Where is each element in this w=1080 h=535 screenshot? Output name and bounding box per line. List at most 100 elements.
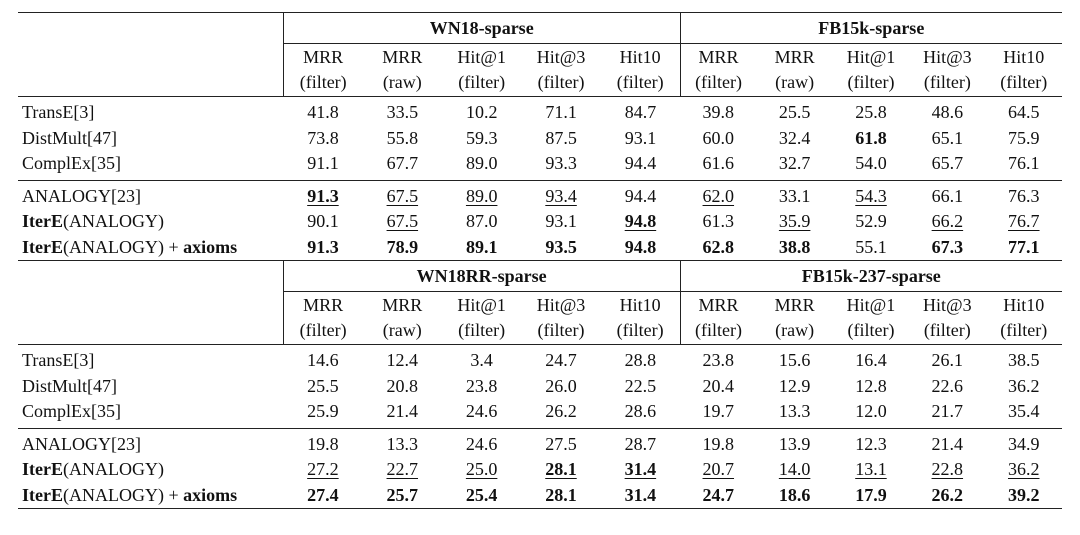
value-cell: 25.9	[283, 399, 363, 429]
value-cell: 66.1	[909, 180, 985, 209]
value-cell: 90.1	[283, 209, 362, 235]
metric-label-line: (filter)	[847, 320, 895, 340]
value-cell: 25.0	[442, 457, 521, 483]
value-text: 62.0	[702, 185, 735, 206]
value-cell: 31.4	[601, 483, 680, 509]
value-cell: 87.5	[521, 126, 600, 152]
row-name: ANALOGY[23]	[18, 180, 283, 209]
value-text: 62.8	[702, 236, 735, 257]
group-header: FB15k-237-sparse	[679, 261, 1062, 292]
value-cell: 26.2	[521, 399, 601, 429]
value-cell: 19.8	[680, 428, 756, 457]
value-text: 91.3	[307, 185, 339, 206]
name-part: ANALOGY[23]	[22, 433, 141, 454]
value-cell: 12.8	[833, 374, 909, 400]
name-part: ComplEx[35]	[22, 401, 121, 422]
metric-header: Hit10 (filter)	[600, 291, 681, 345]
value-text: 24.7	[545, 350, 577, 371]
value-text: 3.4	[470, 350, 493, 371]
value-cell: 36.2	[985, 457, 1062, 483]
table-row: ANALOGY[23] 19.8 13.3 24.6 27.5 28.7 19.8 13.9 1…	[18, 428, 1062, 457]
value-text: 26.0	[545, 375, 577, 396]
group-header: FB15k-sparse	[679, 12, 1062, 44]
metric-header: MRR (filter)	[282, 43, 363, 97]
group-header: WN18-sparse	[282, 12, 681, 44]
metric-label-line: (filter)	[458, 72, 506, 92]
value-text: 12.3	[855, 433, 887, 454]
value-cell: 25.8	[833, 97, 909, 126]
metric-header: MRR (raw)	[756, 291, 833, 345]
metric-label-line: MRR	[303, 295, 344, 315]
value-cell: 12.3	[833, 428, 909, 457]
value-text: 36.2	[1007, 459, 1040, 480]
name-part: (ANALOGY)	[62, 211, 164, 232]
value-text: 93.3	[545, 153, 577, 174]
metric-label-line: (filter)	[537, 320, 585, 340]
value-text: 28.7	[624, 433, 657, 454]
table-row: TransE[3] 14.6 12.4 3.4 24.7 28.8 23.8 15.6 16.4…	[18, 345, 1062, 374]
value-cell: 28.1	[521, 457, 600, 483]
value-text: 24.6	[465, 433, 498, 454]
value-text: 19.8	[307, 433, 339, 454]
value-cell: 48.6	[909, 97, 985, 126]
value-text: 55.8	[386, 127, 419, 148]
table-row: IterE(ANALOGY) 90.1 67.5 87.0 93.1 94.8 61.3 35…	[18, 209, 1062, 235]
value-cell: 13.1	[833, 457, 909, 483]
value-text: 23.8	[465, 375, 498, 396]
table-row: ComplEx[35] 91.1 67.7 89.0 93.3 94.4 61.6 32.7 5…	[18, 151, 1062, 181]
metric-label-line: (filter)	[537, 72, 585, 92]
metric-label-line: Hit@1	[457, 295, 506, 315]
name-part: DistMult[47]	[22, 375, 118, 396]
value-text: 28.6	[624, 401, 657, 422]
value-cell: 67.3	[909, 235, 985, 261]
corner-cell	[18, 261, 283, 292]
value-cell: 13.3	[363, 428, 442, 457]
value-cell: 67.5	[363, 209, 442, 235]
table-row: DistMult[47] 73.8 55.8 59.3 87.5 93.1 60.0 32.4…	[18, 126, 1062, 152]
value-cell: 77.1	[986, 235, 1062, 261]
value-text: 94.4	[624, 153, 657, 174]
value-cell: 91.3	[283, 235, 362, 261]
value-cell: 20.4	[680, 374, 756, 400]
metric-label-line: (filter)	[616, 320, 664, 340]
value-text: 89.1	[465, 236, 498, 257]
value-text: 22.8	[931, 459, 964, 480]
value-cell: 38.8	[756, 235, 832, 261]
value-cell: 25.5	[283, 374, 362, 400]
value-text: 14.0	[778, 459, 811, 480]
value-cell: 14.6	[283, 345, 362, 374]
value-text: 17.9	[855, 484, 887, 505]
value-cell: 13.9	[756, 428, 832, 457]
value-cell: 24.6	[442, 428, 521, 457]
value-cell: 41.8	[283, 97, 362, 126]
value-text: 38.8	[778, 236, 811, 257]
name-part: axioms	[183, 484, 238, 505]
metric-header: Hit@3 (filter)	[909, 43, 986, 97]
value-text: 23.8	[702, 350, 735, 371]
value-text: 32.4	[778, 127, 811, 148]
row-name: TransE[3]	[18, 345, 283, 374]
name-part: (ANALOGY) +	[62, 236, 184, 257]
metric-header: MRR (raw)	[756, 43, 833, 97]
metric-label-line: Hit10	[619, 47, 661, 67]
value-text: 61.3	[702, 211, 735, 232]
metric-label-line: (filter)	[695, 320, 742, 340]
value-cell: 22.6	[909, 374, 985, 400]
value-text: 76.3	[1008, 185, 1040, 206]
value-cell: 21.4	[909, 428, 985, 457]
value-cell: 22.7	[363, 457, 442, 483]
value-cell: 62.0	[680, 180, 756, 209]
metric-header: MRR (filter)	[679, 43, 757, 97]
tables: WN18-sparse FB15k-sparse MRR (filter) MRR (ra…	[18, 12, 1062, 509]
value-text: 87.0	[465, 211, 498, 232]
value-cell: 61.3	[680, 209, 756, 235]
value-text: 93.4	[545, 185, 577, 206]
metric-label-line: (filter)	[847, 72, 895, 92]
metric-header: Hit@1 (filter)	[441, 291, 522, 345]
value-cell: 14.0	[756, 457, 832, 483]
metric-label-line: (filter)	[1000, 72, 1048, 92]
table-row: IterE(ANALOGY) 27.2 22.7 25.0 28.1 31.4 20.7 14…	[18, 457, 1062, 483]
metric-label-line: (filter)	[299, 72, 347, 92]
value-cell: 32.7	[756, 151, 833, 181]
value-cell: 20.8	[363, 374, 442, 400]
